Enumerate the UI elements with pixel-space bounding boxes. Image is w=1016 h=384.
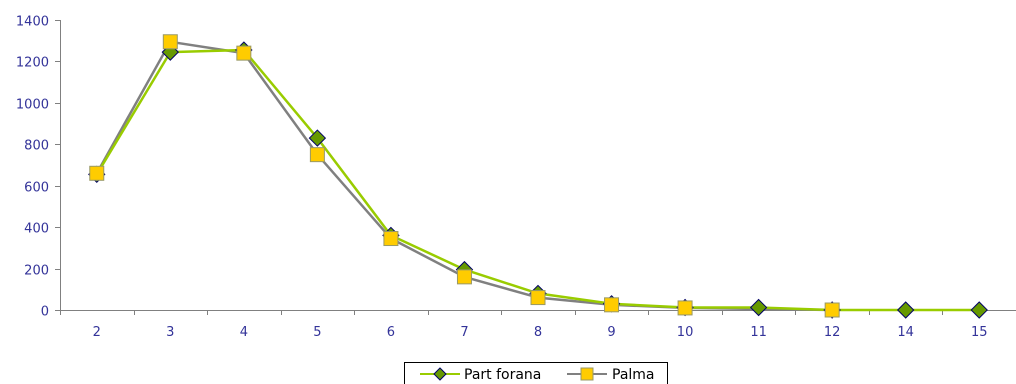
y-tick-label: 400	[24, 222, 49, 237]
y-tick-label: 600	[24, 181, 49, 196]
y-tick-label: 1000	[16, 98, 49, 113]
x-tick-label: 2	[93, 325, 101, 340]
y-tick-label: 0	[41, 305, 49, 320]
data-point-palma	[456, 269, 472, 285]
legend-marker-part-forana	[433, 367, 447, 381]
legend-label-part-forana: Part forana	[464, 367, 541, 383]
x-tick-label: 4	[240, 325, 248, 340]
y-tick-label: 1400	[16, 15, 49, 30]
y-tick-label: 200	[24, 264, 49, 279]
data-point-palma	[236, 45, 252, 61]
y-tick-label: 800	[24, 139, 49, 154]
x-tick-label: 12	[824, 325, 841, 340]
series-layer	[88, 34, 988, 319]
y-tick-label: 1200	[16, 56, 49, 71]
legend: Part forana Palma	[404, 362, 668, 384]
data-point-palma	[162, 34, 178, 50]
legend-marker-palma	[580, 367, 594, 381]
data-point-part-forana	[308, 129, 327, 147]
data-point-part-forana	[970, 301, 988, 319]
x-tick-label: 11	[750, 325, 767, 340]
data-point-palma	[604, 297, 620, 313]
x-tick-label: 14	[897, 325, 914, 340]
axes: 0 200 400 600 800 1000 1200 1400 2 3 4 5 6 7 8 9 10 11 12 1…	[16, 15, 1016, 340]
data-point-palma	[89, 165, 105, 181]
x-tick-label: 9	[607, 325, 615, 340]
x-tick-label: 8	[534, 325, 542, 340]
data-point-palma	[824, 302, 840, 318]
data-point-part-forana	[749, 298, 768, 317]
x-tick-label: 10	[677, 325, 694, 340]
x-tick-label: 5	[313, 325, 321, 340]
legend-label-palma: Palma	[612, 367, 655, 383]
x-tick-label: 7	[460, 325, 468, 340]
data-point-palma	[530, 290, 546, 306]
data-point-palma	[383, 231, 399, 247]
series-line-part-forana	[95, 48, 980, 312]
data-point-palma	[677, 300, 693, 316]
legend-box	[404, 362, 668, 384]
data-point-part-forana	[896, 301, 915, 319]
data-point-palma	[309, 147, 325, 163]
x-tick-label: 6	[387, 325, 395, 340]
x-tick-label: 15	[971, 325, 988, 340]
x-tick-label: 3	[166, 325, 174, 340]
